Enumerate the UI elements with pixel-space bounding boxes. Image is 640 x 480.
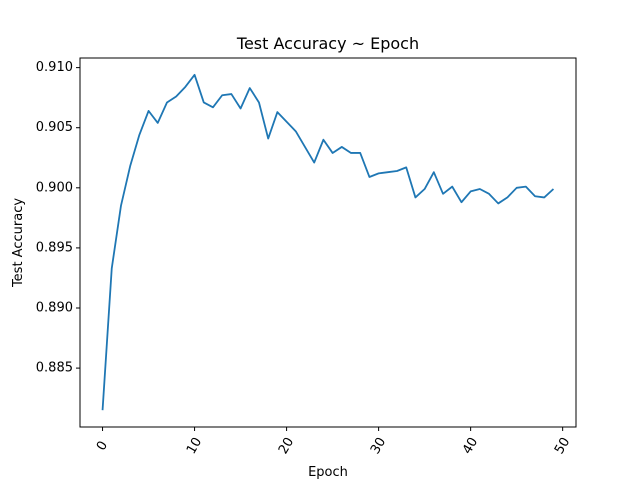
axes-frame <box>79 57 577 428</box>
x-tick-label: 50 <box>552 435 573 457</box>
y-axis-label: Test Accuracy <box>11 198 26 288</box>
y-tick-label: 0.900 <box>36 180 73 195</box>
x-tick-label: 20 <box>276 435 297 457</box>
x-axis: 0 10 20 30 40 50 <box>94 427 573 457</box>
chart-title: Test Accuracy ~ Epoch <box>236 34 419 53</box>
y-tick-label: 0.890 <box>36 301 73 316</box>
series-line <box>101 73 555 411</box>
y-tick-label: 0.905 <box>36 120 73 135</box>
y-axis: 0.885 0.890 0.895 0.900 0.905 0.910 <box>36 60 80 376</box>
x-tick-label: 40 <box>460 435 481 457</box>
x-tick-label: 0 <box>94 439 111 454</box>
y-tick-label: 0.885 <box>36 361 73 376</box>
y-tick-label: 0.910 <box>36 60 73 75</box>
x-tick-label: 10 <box>184 435 205 457</box>
series-layer <box>101 73 555 411</box>
x-axis-label: Epoch <box>308 465 348 480</box>
y-tick-label: 0.895 <box>36 240 73 255</box>
x-tick-label: 30 <box>368 435 389 457</box>
